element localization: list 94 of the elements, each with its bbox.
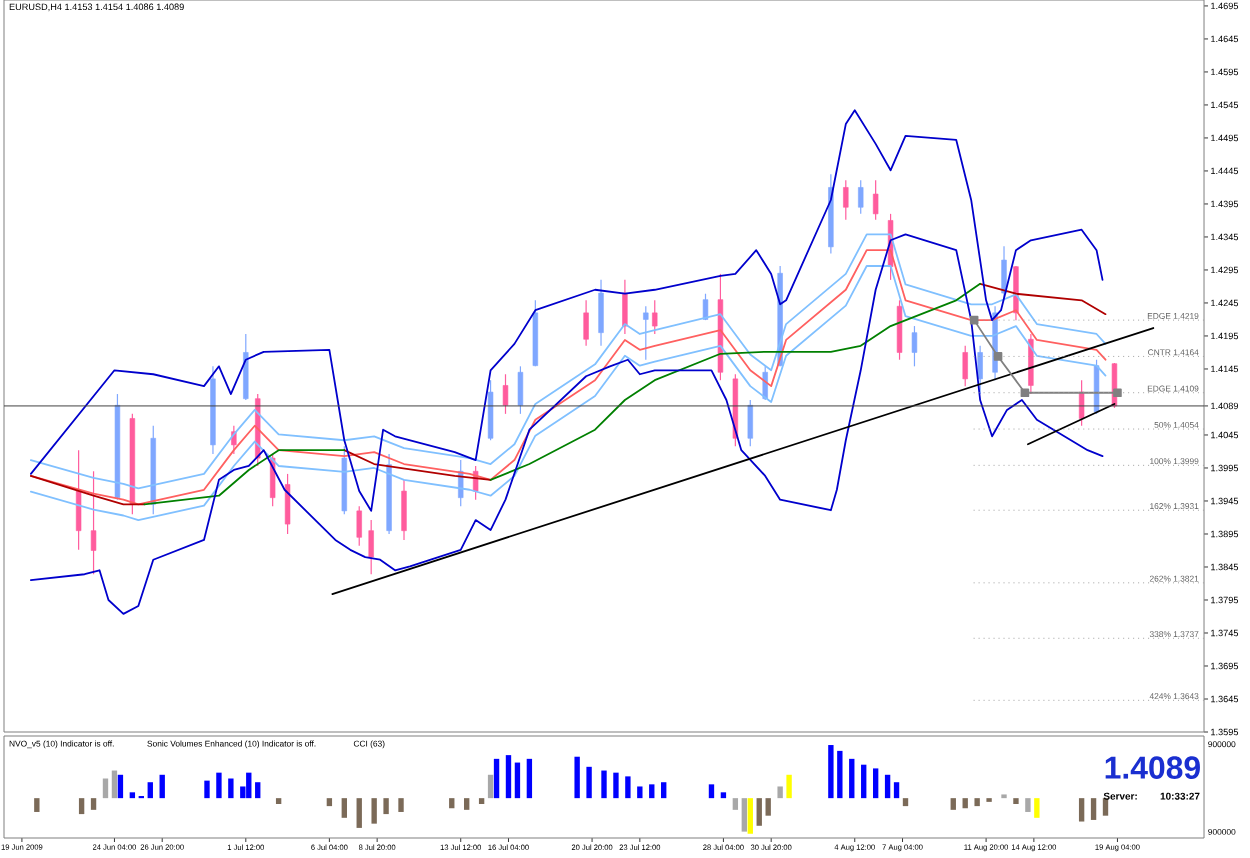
- point: [1020, 388, 1030, 398]
- bar: [747, 798, 753, 834]
- bar: [574, 756, 580, 799]
- bar: [356, 798, 362, 828]
- bar: [950, 798, 956, 810]
- bar: [383, 798, 389, 815]
- candlestick: [896, 299, 903, 361]
- bar: [204, 780, 210, 799]
- bar: [228, 778, 234, 799]
- bar: [872, 768, 879, 799]
- candlestick: [622, 279, 628, 335]
- candlestick: [401, 479, 407, 541]
- line-series: [489, 282, 982, 481]
- line-series: [343, 449, 492, 481]
- candlestick: [1013, 265, 1019, 321]
- bar: [1078, 798, 1085, 822]
- candlestick: [872, 179, 879, 221]
- bar: [861, 764, 867, 799]
- bar: [962, 798, 968, 809]
- bar: [341, 798, 347, 818]
- candlestick: [747, 399, 753, 447]
- bar: [649, 784, 655, 799]
- candlestick: [598, 279, 604, 347]
- point: [969, 315, 979, 325]
- candlestick: [858, 179, 864, 215]
- bar: [505, 755, 512, 799]
- bar: [893, 782, 900, 799]
- bar: [1034, 798, 1040, 818]
- bar: [902, 798, 909, 807]
- bar: [708, 784, 715, 799]
- bar: [1013, 798, 1019, 804]
- bar: [765, 798, 771, 816]
- bar: [756, 798, 762, 826]
- candlestick: [284, 473, 291, 535]
- bar: [625, 776, 631, 799]
- candlestick: [962, 345, 968, 387]
- candlestick: [368, 519, 374, 575]
- bar: [526, 758, 533, 799]
- bar: [34, 798, 40, 812]
- bar: [117, 774, 124, 799]
- bar: [255, 782, 261, 799]
- bar: [129, 792, 136, 799]
- bar: [786, 774, 792, 799]
- bar: [974, 798, 980, 807]
- bar: [661, 782, 667, 799]
- bar: [111, 770, 118, 799]
- bar: [487, 774, 494, 799]
- bar: [493, 758, 500, 799]
- bar: [586, 766, 592, 799]
- bar: [1025, 798, 1031, 812]
- bar: [732, 798, 739, 810]
- bar: [1090, 798, 1097, 820]
- bar: [78, 798, 85, 815]
- bar: [720, 792, 727, 799]
- bar: [514, 762, 521, 799]
- bar: [464, 798, 470, 810]
- annotation: 1.4089: [1105, 756, 1200, 779]
- candlestick: [583, 299, 589, 347]
- bar: [216, 772, 222, 799]
- candlestick: [1001, 245, 1007, 301]
- bar: [777, 786, 783, 799]
- bar: [884, 774, 891, 799]
- candlestick: [243, 333, 249, 401]
- bar: [601, 770, 607, 799]
- candlestick: [977, 345, 983, 395]
- candlestick: [90, 470, 97, 575]
- candlestick: [911, 325, 918, 367]
- bar: [275, 798, 282, 804]
- bar: [637, 786, 643, 799]
- bar: [159, 774, 165, 799]
- line-series: [143, 449, 346, 506]
- bar: [90, 798, 97, 810]
- bar: [102, 778, 109, 799]
- candlestick: [517, 365, 524, 415]
- bar: [398, 798, 404, 812]
- point: [993, 352, 1003, 361]
- bar: [246, 772, 252, 799]
- line-series: [29, 109, 1104, 512]
- bar: [613, 772, 619, 799]
- candlestick: [75, 449, 82, 551]
- bar: [741, 798, 747, 832]
- candlestick: [643, 305, 649, 361]
- bar: [849, 758, 855, 799]
- bar: [449, 798, 455, 809]
- candlestick: [502, 373, 509, 415]
- candlestick: [652, 299, 658, 335]
- candlestick: [487, 379, 494, 441]
- bar: [478, 798, 485, 804]
- bar: [371, 798, 377, 824]
- bar: [326, 798, 333, 807]
- point: [1113, 388, 1122, 398]
- bar: [147, 782, 153, 799]
- candlestick: [356, 505, 362, 547]
- candlestick: [843, 179, 849, 221]
